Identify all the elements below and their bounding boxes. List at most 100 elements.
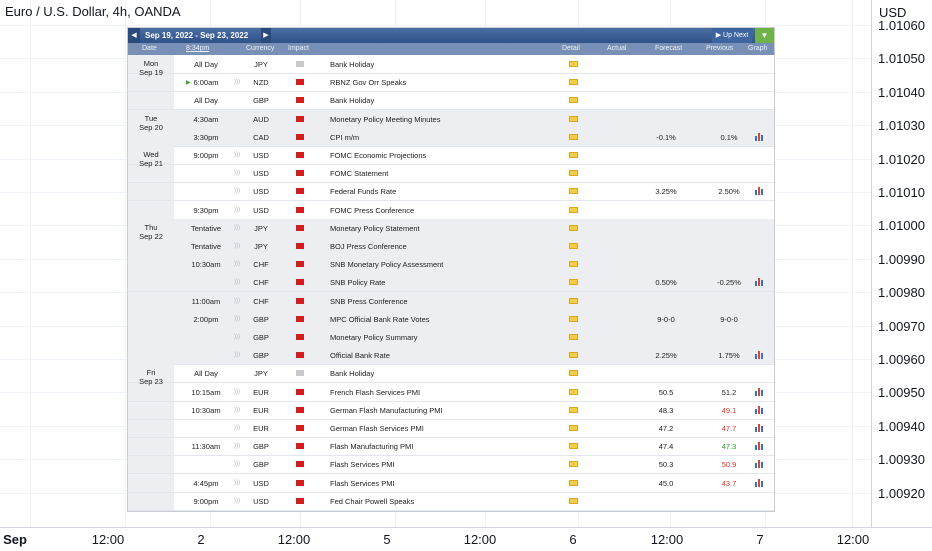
event-title[interactable]: Bank Holiday <box>330 96 375 106</box>
speaker-icon[interactable]: ))) <box>234 152 240 158</box>
graph-icon[interactable] <box>755 405 765 414</box>
detail-folder-icon[interactable] <box>569 97 578 104</box>
detail-folder-icon[interactable] <box>569 315 578 322</box>
detail-folder-icon[interactable] <box>569 133 578 140</box>
event-title[interactable]: Monetary Policy Meeting Minutes <box>330 114 441 124</box>
event-row[interactable]: ))) GBP Monetary Policy Summary <box>128 328 774 347</box>
speaker-icon[interactable]: ))) <box>234 388 240 395</box>
graph-icon[interactable] <box>755 351 765 360</box>
chevron-right-icon[interactable]: ▶ <box>261 28 271 43</box>
event-title[interactable]: SNB Monetary Policy Assessment <box>330 260 444 270</box>
event-title[interactable]: Monetary Policy Summary <box>330 333 418 342</box>
event-title[interactable]: Flash Manufacturing PMI <box>330 442 414 452</box>
event-row[interactable]: 11:30am))) GBP Flash Manufacturing PMI 47.4… <box>128 437 774 457</box>
event-row[interactable]: ))) GBP Official Bank Rate 2.25% 1.75% <box>128 346 774 366</box>
detail-folder-icon[interactable] <box>569 297 578 304</box>
graph-icon[interactable] <box>755 478 765 487</box>
detail-folder-icon[interactable] <box>569 479 578 486</box>
event-row[interactable]: ))) USD FOMC Statement <box>128 164 774 184</box>
graph-icon[interactable] <box>755 460 765 469</box>
detail-folder-icon[interactable] <box>569 279 578 286</box>
speaker-icon[interactable]: ))) <box>234 315 240 322</box>
speaker-icon[interactable]: ))) <box>234 334 240 340</box>
event-row[interactable]: ))) GBP Flash Services PMI 50.3 50.9 <box>128 455 774 475</box>
speaker-icon[interactable]: ))) <box>234 79 240 86</box>
graph-icon[interactable] <box>755 424 765 432</box>
detail-folder-icon[interactable] <box>569 61 578 67</box>
speaker-icon[interactable]: ))) <box>234 497 240 504</box>
time-axis[interactable] <box>0 527 932 551</box>
detail-folder-icon[interactable] <box>569 152 578 158</box>
event-title[interactable]: FOMC Economic Projections <box>330 151 427 160</box>
detail-folder-icon[interactable] <box>569 497 578 504</box>
event-title[interactable]: CPI m/m <box>330 132 360 142</box>
event-title[interactable]: French Flash Services PMI <box>330 387 421 397</box>
speaker-icon[interactable]: ))) <box>234 243 240 249</box>
graph-icon[interactable] <box>755 278 765 287</box>
detail-folder-icon[interactable] <box>569 79 578 86</box>
event-title[interactable]: Bank Holiday <box>330 60 375 69</box>
event-title[interactable]: Monetary Policy Statement <box>330 223 420 233</box>
speaker-icon[interactable]: ))) <box>234 425 240 431</box>
event-title[interactable]: BOJ Press Conference <box>330 242 407 251</box>
detail-folder-icon[interactable] <box>569 370 578 377</box>
detail-folder-icon[interactable] <box>569 388 578 395</box>
event-row[interactable]: Tentative))) JPY BOJ Press Conference <box>128 237 774 256</box>
speaker-icon[interactable]: ))) <box>234 461 240 468</box>
event-title[interactable]: FOMC Press Conference <box>330 205 415 215</box>
event-row[interactable]: Tentative))) JPY Monetary Policy Statement <box>128 218 774 238</box>
event-row[interactable]: 4:30am AUD Monetary Policy Meeting Minutes <box>128 109 774 129</box>
speaker-icon[interactable]: ))) <box>234 206 240 213</box>
event-title[interactable]: FOMC Statement <box>330 169 389 179</box>
detail-folder-icon[interactable] <box>569 261 578 268</box>
detail-folder-icon[interactable] <box>569 406 578 413</box>
event-row[interactable]: ))) USD Federal Funds Rate 3.25% 2.50% <box>128 182 774 202</box>
detail-folder-icon[interactable] <box>569 170 578 177</box>
event-row[interactable]: 9:00pm))) USD FOMC Economic Projections <box>128 146 774 165</box>
event-title[interactable]: MPC Official Bank Rate Votes <box>330 314 430 324</box>
speaker-icon[interactable]: ))) <box>234 352 240 359</box>
speaker-icon[interactable]: ))) <box>234 443 240 450</box>
event-row[interactable]: All Day JPY Bank Holiday <box>128 55 774 74</box>
event-row[interactable]: ))) EUR German Flash Services PMI 47.2 47.7 <box>128 419 774 438</box>
graph-icon[interactable] <box>755 132 765 141</box>
detail-folder-icon[interactable] <box>569 243 578 249</box>
speaker-icon[interactable]: ))) <box>234 479 240 486</box>
speaker-icon[interactable]: ))) <box>234 261 240 268</box>
speaker-icon[interactable]: ))) <box>234 188 240 195</box>
graph-icon[interactable] <box>755 187 765 196</box>
event-title[interactable]: SNB Press Conference <box>330 296 408 306</box>
event-title[interactable]: Flash Services PMI <box>330 478 395 488</box>
detail-folder-icon[interactable] <box>569 443 578 450</box>
speaker-icon[interactable]: ))) <box>234 279 240 286</box>
detail-folder-icon[interactable] <box>569 334 578 340</box>
event-row[interactable]: 4:45pm))) USD Flash Services PMI 45.0 43.7 <box>128 474 774 493</box>
speaker-icon[interactable]: ))) <box>234 297 240 304</box>
event-title[interactable]: German Flash Services PMI <box>330 424 424 433</box>
detail-folder-icon[interactable] <box>569 352 578 359</box>
event-title[interactable]: German Flash Manufacturing PMI <box>330 405 443 415</box>
event-title[interactable]: Official Bank Rate <box>330 351 390 361</box>
event-row[interactable]: 10:30am))) EUR German Flash Manufacturing … <box>128 401 774 420</box>
event-title[interactable]: Fed Chair Powell Speaks <box>330 496 415 506</box>
event-row[interactable]: 10:15am))) EUR French Flash Services PMI 50… <box>128 383 774 402</box>
event-title[interactable]: Flash Services PMI <box>330 460 395 470</box>
event-title[interactable]: RBNZ Gov Orr Speaks <box>330 78 407 88</box>
speaker-icon[interactable]: ))) <box>234 406 240 413</box>
filter-icon[interactable]: ▼ <box>755 28 774 43</box>
currency-label[interactable]: USD <box>879 5 907 20</box>
event-row[interactable]: 2:00pm))) GBP MPC Official Bank Rate Votes… <box>128 309 774 329</box>
header-time[interactable]: 8:34pm <box>186 45 210 52</box>
event-title[interactable]: SNB Policy Rate <box>330 278 386 288</box>
event-row[interactable]: 3:30pm CAD CPI m/m -0.1% 0.1% <box>128 127 774 147</box>
up-next-button[interactable]: ▶ Up Next <box>712 28 752 43</box>
event-row[interactable]: 11:00am))) CHF SNB Press Conference <box>128 291 774 311</box>
event-row[interactable]: 10:30am))) CHF SNB Monetary Policy Assessm… <box>128 255 774 275</box>
event-title[interactable]: Federal Funds Rate <box>330 187 397 197</box>
event-row[interactable]: ))) CHF SNB Policy Rate 0.50% -0.25% <box>128 273 774 293</box>
chevron-left-icon[interactable]: ◀ <box>128 28 140 43</box>
event-row[interactable]: All Day GBP Bank Holiday <box>128 91 774 111</box>
event-row[interactable]: All Day JPY Bank Holiday <box>128 364 774 384</box>
event-row[interactable]: 9:00pm))) USD Fed Chair Powell Speaks <box>128 492 774 511</box>
speaker-icon[interactable]: ))) <box>234 170 240 177</box>
